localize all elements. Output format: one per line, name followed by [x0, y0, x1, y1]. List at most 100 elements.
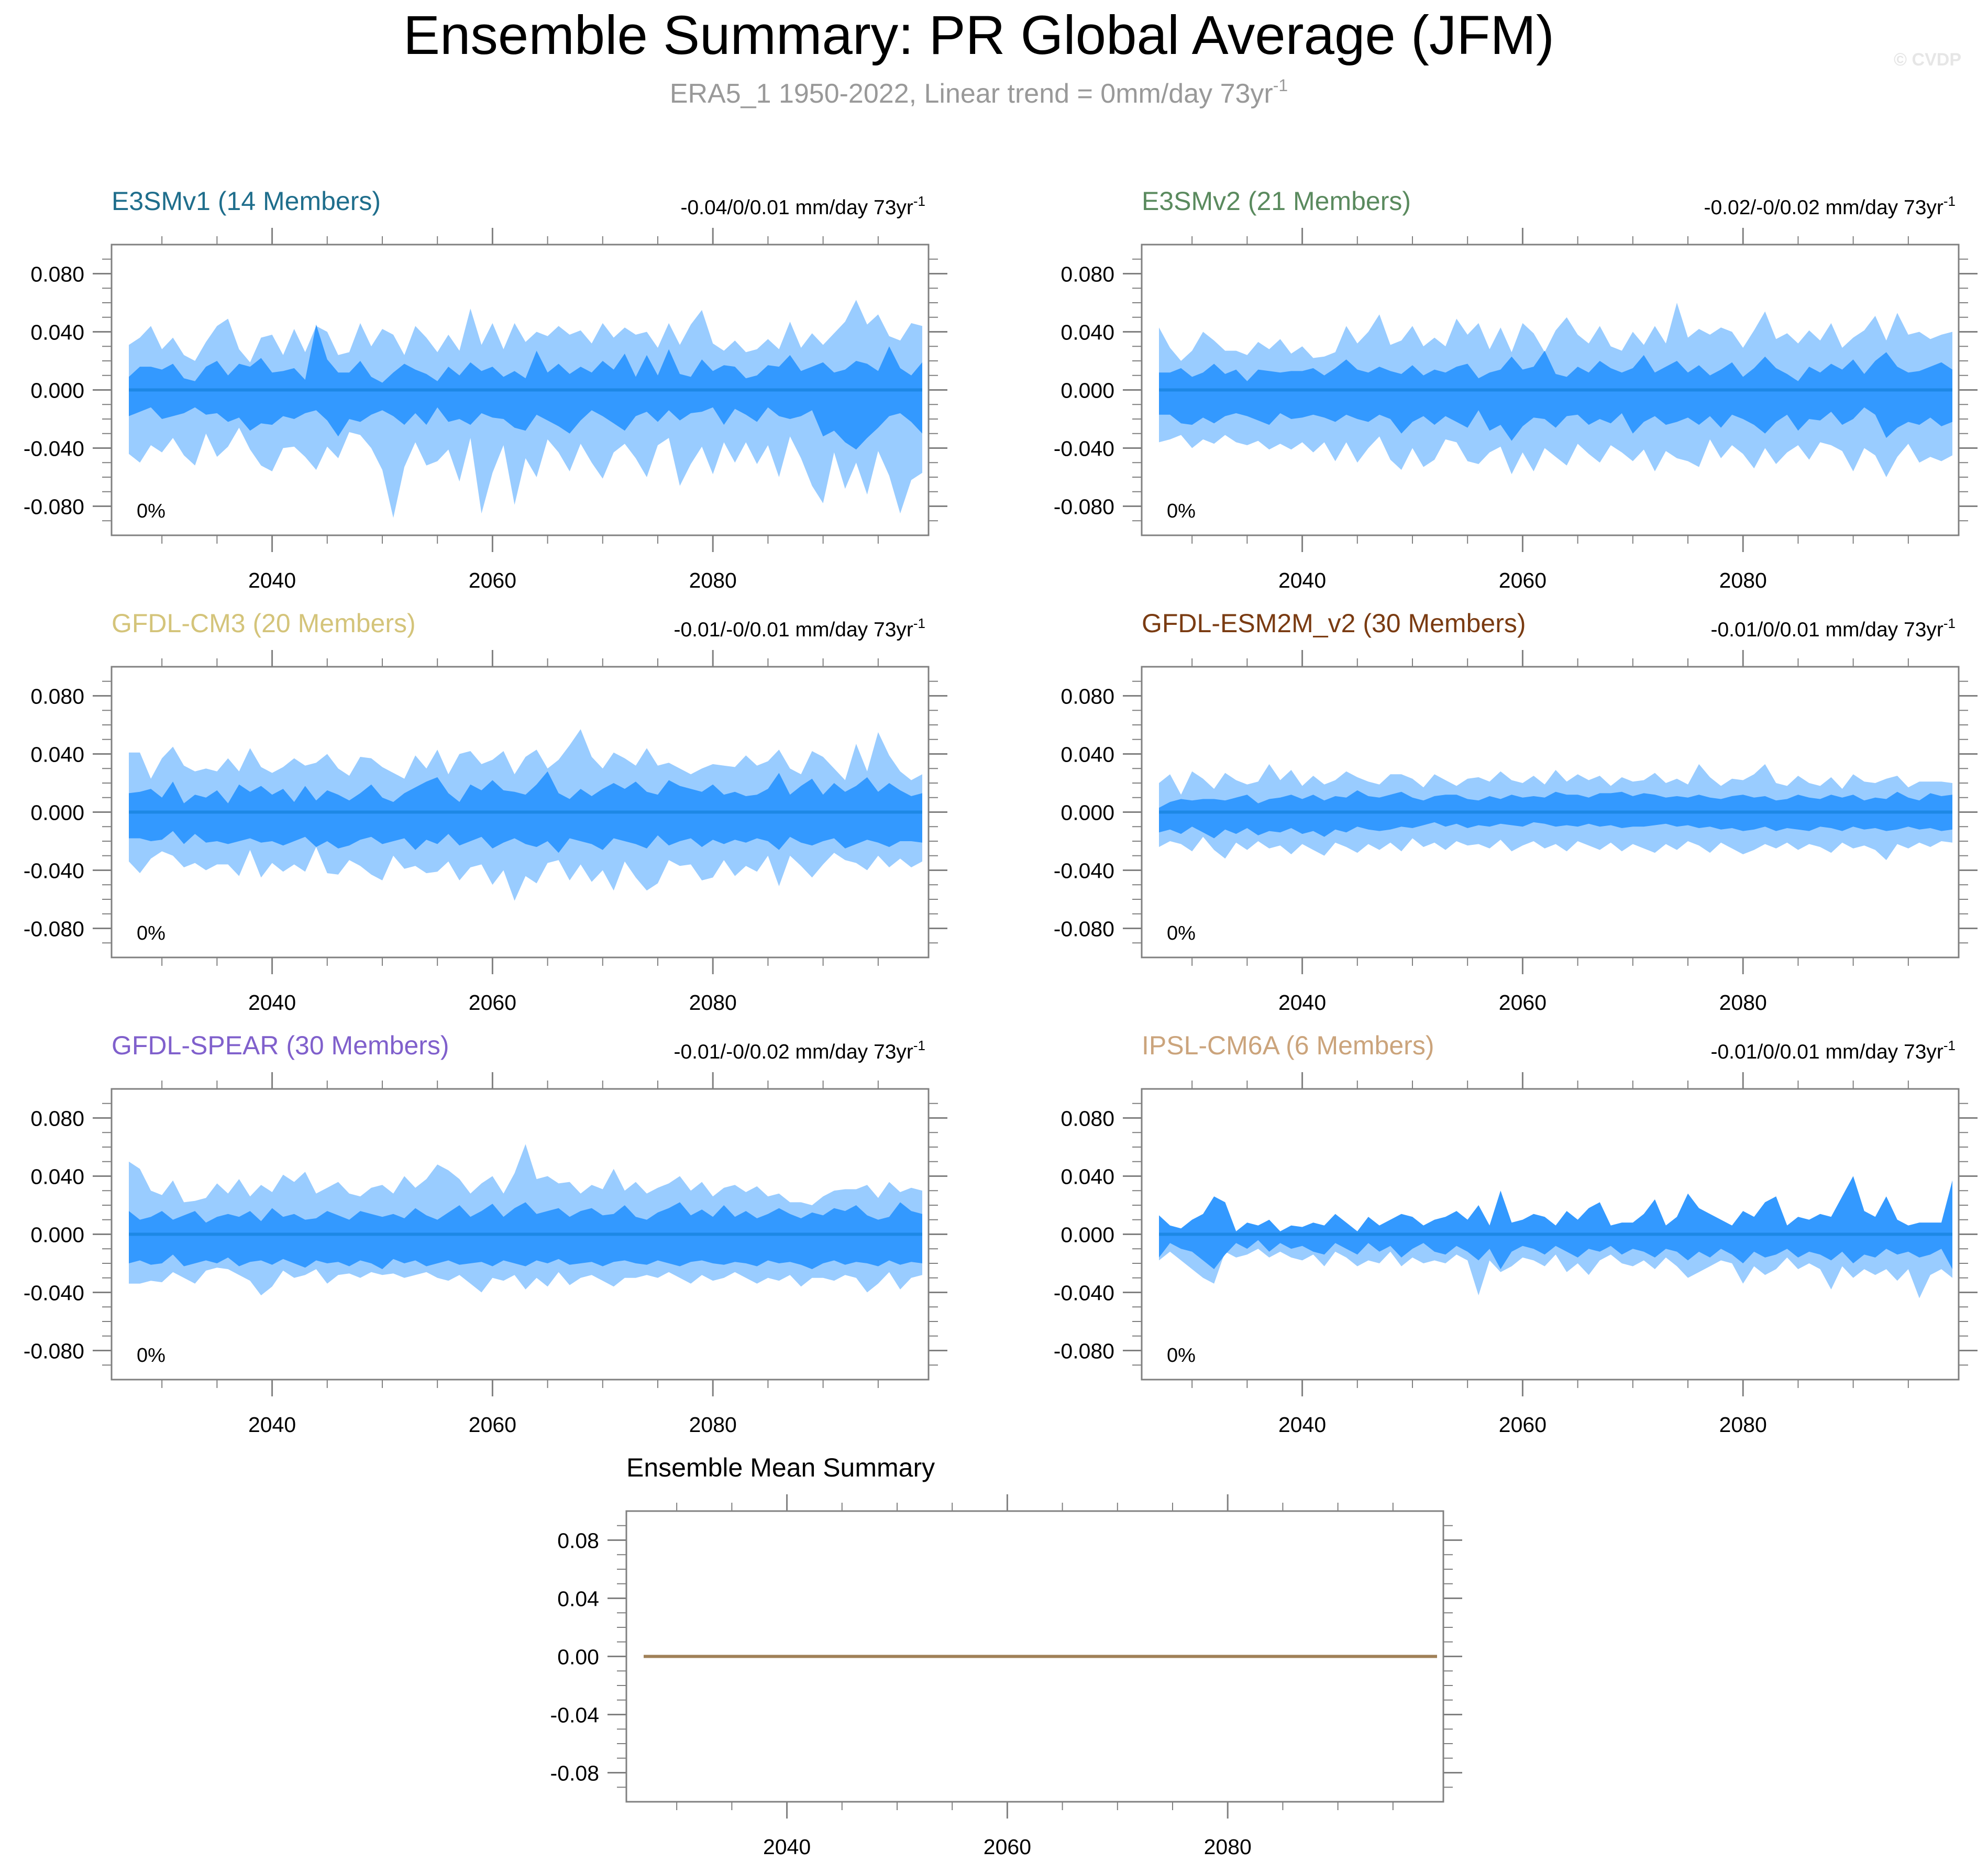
panel-title: GFDL-SPEAR (30 Members)	[112, 1031, 449, 1060]
y-tick-label: 0.000	[30, 1223, 84, 1247]
trend-label: -0.04/0/0.01 mm/day 73yr-1	[680, 193, 925, 219]
x-tick-label: 2060	[984, 1835, 1031, 1859]
x-tick-label: 2060	[469, 990, 516, 1015]
trend-label-superscript: -1	[913, 615, 925, 631]
x-tick-label: 2080	[689, 568, 737, 592]
y-tick-label: 0.000	[30, 801, 84, 825]
y-tick-label: 0.080	[1061, 685, 1114, 709]
panel-1: 0.080 0.040 0.000 -0.040 -0.080 2040 2060 2080 E…	[24, 186, 947, 592]
y-tick-label: 0.040	[1061, 1165, 1114, 1189]
trend-label-superscript: -1	[913, 193, 925, 209]
y-tick-label: 0.080	[1061, 262, 1114, 287]
inner-spread-band	[1159, 350, 1952, 441]
percent-label: 0%	[1167, 1345, 1196, 1367]
x-tick-label: 2040	[1278, 568, 1326, 592]
inner-spread-band	[1159, 1176, 1952, 1270]
panel-6: 0.080 0.040 0.000 -0.040 -0.080 2040 2060 2080 I…	[1054, 1031, 1978, 1437]
y-tick-label: -0.080	[1054, 1339, 1114, 1363]
y-tick-label: 0.040	[30, 743, 84, 767]
y-tick-label: -0.040	[24, 1281, 84, 1305]
percent-label: 0%	[137, 500, 165, 522]
trend-label-text: -0.01/-0/0.02 mm/day 73yr	[674, 1041, 913, 1063]
trend-label: -0.01/-0/0.01 mm/day 73yr-1	[674, 615, 926, 641]
x-tick-label: 2080	[689, 1413, 737, 1437]
percent-label: 0%	[137, 922, 165, 944]
trend-label: -0.01/0/0.01 mm/day 73yr-1	[1710, 1038, 1956, 1063]
panel-5: 0.080 0.040 0.000 -0.040 -0.080 2040 2060 2080 G…	[24, 1031, 947, 1437]
inner-spread-band	[1159, 790, 1952, 839]
y-tick-label: 0.000	[1061, 801, 1114, 825]
panel-7: 0.08 0.04 0.00 -0.04 -0.08 2040 2060 2080 Ensemb…	[550, 1453, 1462, 1859]
figure-title: Ensemble Summary: PR Global Average (JFM…	[403, 5, 1554, 66]
y-tick-label: -0.040	[24, 859, 84, 883]
y-tick-label: 0.080	[30, 685, 84, 709]
x-tick-label: 2040	[1278, 1413, 1326, 1437]
x-tick-label: 2060	[469, 568, 516, 592]
y-tick-label: -0.080	[24, 1339, 84, 1363]
percent-label: 0%	[1167, 500, 1196, 522]
y-tick-label: -0.08	[550, 1761, 599, 1786]
y-tick-label: 0.040	[1061, 321, 1114, 345]
trend-label: -0.01/0/0.01 mm/day 73yr-1	[1710, 615, 1956, 641]
x-tick-label: 2040	[763, 1835, 811, 1859]
panel-title: E3SMv2 (21 Members)	[1142, 186, 1411, 216]
y-tick-label: 0.040	[30, 321, 84, 345]
percent-label: 0%	[137, 1345, 165, 1367]
x-tick-label: 2080	[1719, 990, 1767, 1015]
x-tick-label: 2060	[1499, 568, 1547, 592]
x-tick-label: 2080	[1204, 1835, 1252, 1859]
trend-label-superscript: -1	[1943, 615, 1956, 631]
y-tick-label: -0.080	[1054, 917, 1114, 941]
x-tick-label: 2060	[1499, 1413, 1547, 1437]
trend-label-superscript: -1	[1943, 193, 1956, 209]
panel-title: Ensemble Mean Summary	[626, 1453, 935, 1482]
x-tick-label: 2040	[248, 1413, 296, 1437]
trend-label-text: -0.02/-0/0.02 mm/day 73yr	[1704, 196, 1943, 219]
y-tick-label: 0.000	[30, 379, 84, 403]
percent-label: 0%	[1167, 922, 1196, 944]
y-tick-label: 0.00	[557, 1645, 599, 1669]
x-tick-label: 2060	[469, 1413, 516, 1437]
panel-3: 0.080 0.040 0.000 -0.040 -0.080 2040 2060 2080 G…	[24, 609, 947, 1015]
y-tick-label: -0.040	[1054, 859, 1114, 883]
y-tick-label: -0.040	[1054, 1281, 1114, 1305]
panel-2: 0.080 0.040 0.000 -0.040 -0.080 2040 2060 2080 E…	[1054, 186, 1978, 592]
x-tick-label: 2040	[248, 990, 296, 1015]
trend-label-superscript: -1	[913, 1038, 925, 1053]
y-tick-label: -0.080	[1054, 495, 1114, 519]
figure-subtitle: ERA5_1 1950-2022, Linear trend = 0mm/day…	[670, 76, 1288, 109]
x-tick-label: 2040	[248, 568, 296, 592]
trend-label-superscript: -1	[1943, 1038, 1956, 1053]
panel-title: GFDL-CM3 (20 Members)	[112, 609, 416, 638]
y-tick-label: -0.080	[24, 917, 84, 941]
panel-title: E3SMv1 (14 Members)	[112, 186, 381, 216]
inner-spread-band	[129, 324, 922, 450]
y-tick-label: 0.000	[1061, 1223, 1114, 1247]
y-tick-label: -0.04	[550, 1703, 599, 1727]
panel-title: IPSL-CM6A (6 Members)	[1142, 1031, 1434, 1060]
watermark: © CVDP	[1894, 50, 1961, 70]
trend-label: -0.02/-0/0.02 mm/day 73yr-1	[1704, 193, 1956, 219]
subtitle-superscript: -1	[1273, 76, 1288, 95]
x-tick-label: 2080	[1719, 568, 1767, 592]
y-tick-label: 0.04	[557, 1587, 599, 1611]
trend-label-text: -0.04/0/0.01 mm/day 73yr	[680, 196, 913, 219]
trend-label-text: -0.01/-0/0.01 mm/day 73yr	[674, 619, 913, 641]
y-tick-label: 0.000	[1061, 379, 1114, 403]
y-tick-label: 0.040	[30, 1165, 84, 1189]
y-tick-label: 0.080	[1061, 1107, 1114, 1131]
panel-4: 0.080 0.040 0.000 -0.040 -0.080 2040 2060 2080 G…	[1054, 609, 1978, 1015]
trend-label: -0.01/-0/0.02 mm/day 73yr-1	[674, 1038, 926, 1063]
y-tick-label: -0.080	[24, 495, 84, 519]
y-tick-label: 0.040	[1061, 743, 1114, 767]
x-tick-label: 2080	[689, 990, 737, 1015]
x-tick-label: 2040	[1278, 990, 1326, 1015]
y-tick-label: -0.040	[1054, 437, 1114, 461]
trend-label-text: -0.01/0/0.01 mm/day 73yr	[1710, 619, 1943, 641]
y-tick-label: 0.08	[557, 1529, 599, 1553]
y-tick-label: -0.040	[24, 437, 84, 461]
y-tick-label: 0.080	[30, 1107, 84, 1131]
x-tick-label: 2060	[1499, 990, 1547, 1015]
y-tick-label: 0.080	[30, 262, 84, 287]
